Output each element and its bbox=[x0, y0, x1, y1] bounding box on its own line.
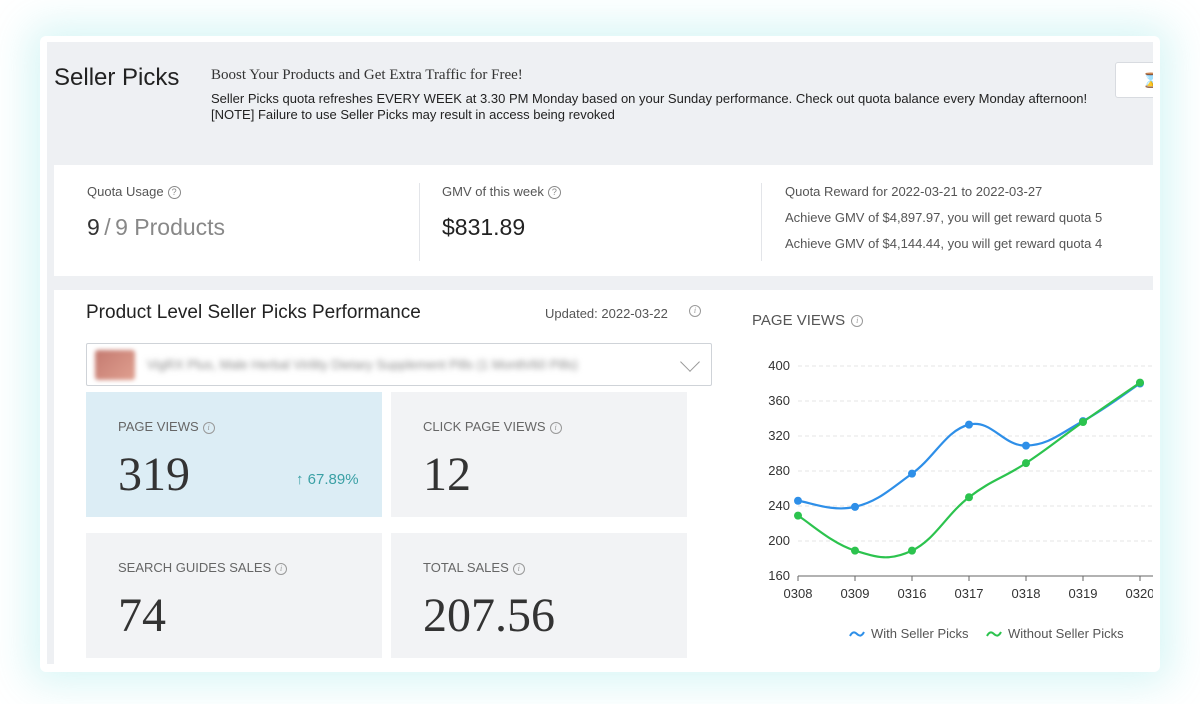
metric-change: ↑ 67.89% bbox=[296, 471, 359, 488]
reward-title: Quota Reward for 2022-03-21 to 2022-03-2… bbox=[785, 184, 1043, 199]
data-point-without-seller-picks[interactable] bbox=[1136, 378, 1144, 387]
chart-title: PAGE VIEWS i bbox=[752, 312, 864, 329]
info-icon[interactable]: i bbox=[202, 422, 215, 434]
metric-value: 319 bbox=[118, 448, 190, 501]
metric-label: CLICK PAGE VIEWS i bbox=[423, 419, 562, 434]
divider bbox=[419, 183, 420, 261]
help-icon[interactable]: ? bbox=[547, 186, 561, 199]
reward-line: Achieve GMV of $4,144.44, you will get r… bbox=[785, 236, 1103, 251]
legend-item-with[interactable]: With Seller Picks bbox=[849, 626, 969, 641]
banner-headline: Boost Your Products and Get Extra Traffi… bbox=[211, 67, 523, 83]
legend-item-without[interactable]: Without Seller Picks bbox=[986, 626, 1124, 641]
x-tick-label: 0308 bbox=[784, 586, 813, 601]
quota-usage-label: Quota Usage? bbox=[87, 184, 181, 199]
x-tick-label: 0320 bbox=[1126, 586, 1153, 601]
y-tick-label: 360 bbox=[768, 393, 790, 408]
info-icon[interactable]: i bbox=[549, 422, 562, 434]
data-point-with-seller-picks[interactable] bbox=[794, 496, 802, 505]
quota-card: Quota Usage? 9 / 9 Products GMV of this … bbox=[54, 165, 1153, 276]
data-point-with-seller-picks[interactable] bbox=[908, 469, 916, 478]
series-line-with-seller-picks bbox=[797, 382, 1141, 510]
gmv-value: $831.89 bbox=[442, 214, 526, 240]
info-icon[interactable]: i bbox=[689, 305, 701, 317]
metric-total-sales[interactable]: TOTAL SALES i 207.56 bbox=[391, 533, 687, 658]
data-point-without-seller-picks[interactable] bbox=[908, 546, 916, 555]
product-select[interactable]: VigRX Plus, Male Herbal Virility Dietary… bbox=[86, 343, 712, 386]
y-tick-label: 280 bbox=[768, 463, 790, 478]
legend-line-icon bbox=[849, 631, 865, 637]
x-tick-label: 0318 bbox=[1012, 586, 1041, 601]
y-tick-label: 160 bbox=[768, 568, 790, 583]
metric-click-page-views[interactable]: CLICK PAGE VIEWS i 12 bbox=[391, 392, 687, 517]
performance-title: Product Level Seller Picks Performance bbox=[86, 302, 421, 323]
banner-line-note: [NOTE] Failure to use Seller Picks may r… bbox=[211, 106, 615, 122]
metric-label: SEARCH GUIDES SALES i bbox=[118, 560, 288, 575]
x-tick-label: 0319 bbox=[1069, 586, 1098, 601]
divider bbox=[761, 183, 762, 261]
y-tick-label: 320 bbox=[768, 428, 790, 443]
updated-date: Updated: 2022-03-22 bbox=[545, 306, 668, 321]
x-tick-label: 0317 bbox=[955, 586, 984, 601]
metric-label: PAGE VIEWS i bbox=[118, 419, 215, 434]
info-icon[interactable]: i bbox=[851, 315, 864, 327]
y-tick-label: 400 bbox=[768, 358, 790, 373]
quota-usage-value: 9 / 9 Products bbox=[87, 214, 226, 240]
y-tick-label: 200 bbox=[768, 533, 790, 548]
page-title: Seller Picks bbox=[54, 64, 180, 91]
banner-text: Seller Picks quota refreshes EVERY WEEK … bbox=[211, 91, 1091, 122]
metric-label: TOTAL SALES i bbox=[423, 560, 525, 575]
x-tick-label: 0316 bbox=[898, 586, 927, 601]
legend-line-icon bbox=[986, 631, 1002, 637]
seller-picks-panel: Seller Picks Boost Your Products and Get… bbox=[47, 42, 1153, 664]
medal-icon: ⌛ bbox=[1142, 72, 1153, 88]
help-icon[interactable]: ? bbox=[167, 186, 181, 199]
data-point-without-seller-picks[interactable] bbox=[965, 493, 973, 502]
page-views-chart: 160 200 240 280 320 360 400 0308 0309 0316 0317 031… bbox=[768, 358, 1153, 601]
medal-button[interactable]: ⌛ bbox=[1115, 62, 1153, 98]
data-point-without-seller-picks[interactable] bbox=[851, 546, 859, 555]
metric-value: 12 bbox=[423, 448, 471, 501]
product-thumbnail bbox=[95, 350, 135, 380]
x-tick-label: 0309 bbox=[841, 586, 870, 601]
data-point-with-seller-picks[interactable] bbox=[851, 502, 859, 511]
data-point-without-seller-picks[interactable] bbox=[794, 511, 802, 520]
performance-card: Product Level Seller Picks Performance U… bbox=[54, 290, 1153, 664]
metric-page-views[interactable]: PAGE VIEWS i 319 ↑ 67.89% bbox=[86, 392, 382, 517]
chevron-down-icon bbox=[680, 352, 700, 372]
metric-value: 74 bbox=[118, 589, 166, 642]
product-name: VigRX Plus, Male Herbal Virility Dietary… bbox=[147, 357, 578, 372]
data-point-without-seller-picks[interactable] bbox=[1022, 459, 1030, 468]
metric-search-guides-sales[interactable]: SEARCH GUIDES SALES i 74 bbox=[86, 533, 382, 658]
data-point-with-seller-picks[interactable] bbox=[965, 420, 973, 429]
gmv-label: GMV of this week? bbox=[442, 184, 561, 199]
data-point-with-seller-picks[interactable] bbox=[1022, 441, 1030, 450]
data-point-without-seller-picks[interactable] bbox=[1079, 418, 1087, 426]
y-tick-label: 240 bbox=[768, 498, 790, 513]
reward-line: Achieve GMV of $4,897.97, you will get r… bbox=[785, 210, 1103, 225]
info-icon[interactable]: i bbox=[512, 563, 525, 575]
series-line-without-seller-picks bbox=[797, 381, 1141, 559]
banner-line-refresh: Seller Picks quota refreshes EVERY WEEK … bbox=[211, 91, 1088, 106]
info-icon[interactable]: i bbox=[275, 563, 288, 575]
metric-value: 207.56 bbox=[423, 589, 555, 642]
